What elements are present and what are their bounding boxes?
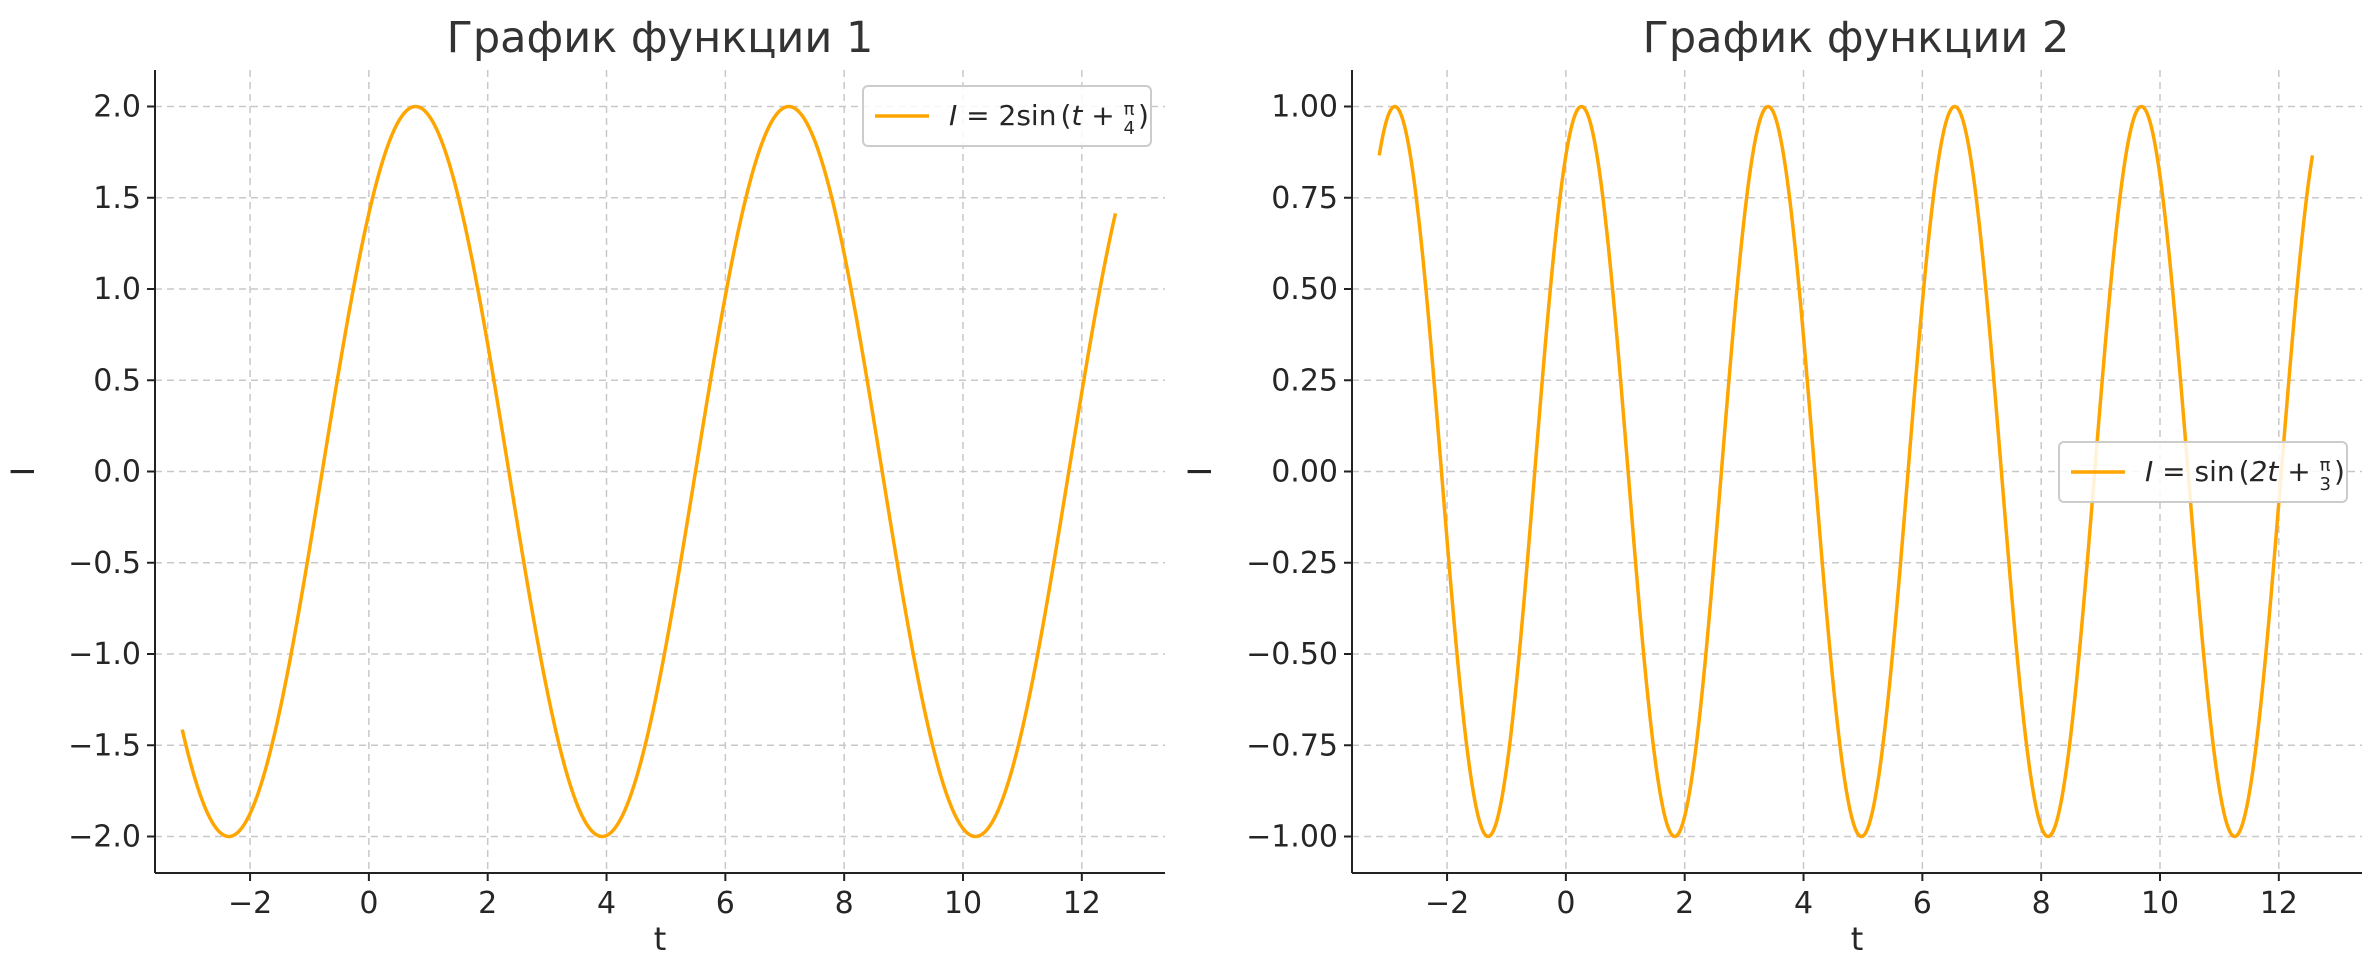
legend-box <box>862 85 1152 147</box>
legend: I = sin (2t + π 3) <box>2058 441 2348 503</box>
y-tick-label: 1.0 <box>93 272 141 307</box>
series-line <box>1377 104 2315 839</box>
y-tick-label: 1.00 <box>1271 90 1338 125</box>
chart-panel-1: −2 0 2 4 6 8 10 12 −2.0 −1.5 −1.0 −0.5 0.0 0.5 1.0 1.5 2… <box>4 13 1165 958</box>
x-tick-label: 8 <box>835 886 854 921</box>
x-tick-label: 12 <box>2260 886 2298 921</box>
y-tick-label: 2.0 <box>93 90 141 125</box>
x-tick-label: 12 <box>1063 886 1101 921</box>
x-tick-label: −2 <box>1425 886 1469 921</box>
x-tick-label: 6 <box>716 886 735 921</box>
x-tick-label: 2 <box>478 886 497 921</box>
y-tick-label: −1.5 <box>68 728 141 763</box>
y-tick-label: −1.0 <box>68 637 141 672</box>
y-tick-label: 0.25 <box>1271 363 1338 398</box>
y-tick-label: −0.50 <box>1246 637 1338 672</box>
chart-panel-2: −2 0 2 4 6 8 10 12 −1.00 −0.75 −0.50 −0.25 0.00 0.25 0… <box>1181 13 2362 958</box>
x-tick-label: 4 <box>597 886 616 921</box>
x-tick-label: 4 <box>1794 886 1813 921</box>
chart-title: График функции 2 <box>1643 13 2070 63</box>
x-tick-label: 0 <box>359 886 378 921</box>
x-tick-label: 0 <box>1556 886 1575 921</box>
y-tick-label: 0.0 <box>93 455 141 490</box>
y-tick-label: −0.5 <box>68 546 141 581</box>
x-tick-label: 10 <box>944 886 982 921</box>
y-tick-label: −0.75 <box>1246 728 1338 763</box>
x-tick-label: 6 <box>1913 886 1932 921</box>
legend-label: I = sin (2t + π 3) <box>2145 455 2345 495</box>
y-tick-label: 0.5 <box>93 363 141 398</box>
x-tick-label: −2 <box>228 886 272 921</box>
legend-label: I = 2sin (t + π 4) <box>949 99 1149 139</box>
x-tick-label: 10 <box>2141 886 2179 921</box>
y-axis-label: I <box>1181 467 1219 476</box>
x-tick-label: 2 <box>1675 886 1694 921</box>
series-line <box>180 104 1118 839</box>
y-tick-label: 0.50 <box>1271 272 1338 307</box>
y-axis-label: I <box>4 467 42 476</box>
y-tick-label: −1.00 <box>1246 820 1338 855</box>
legend: I = 2sin (t + π 4) <box>862 85 1152 147</box>
chart-title: График функции 1 <box>447 13 874 63</box>
x-axis-label: t <box>1851 920 1864 958</box>
y-tick-label: −2.0 <box>68 820 141 855</box>
y-tick-label: 0.75 <box>1271 181 1338 216</box>
y-tick-label: 1.5 <box>93 181 141 216</box>
x-tick-label: 8 <box>2032 886 2051 921</box>
y-tick-label: 0.00 <box>1271 455 1338 490</box>
legend-box <box>2058 441 2348 503</box>
x-axis-label: t <box>654 920 667 958</box>
y-tick-label: −0.25 <box>1246 546 1338 581</box>
